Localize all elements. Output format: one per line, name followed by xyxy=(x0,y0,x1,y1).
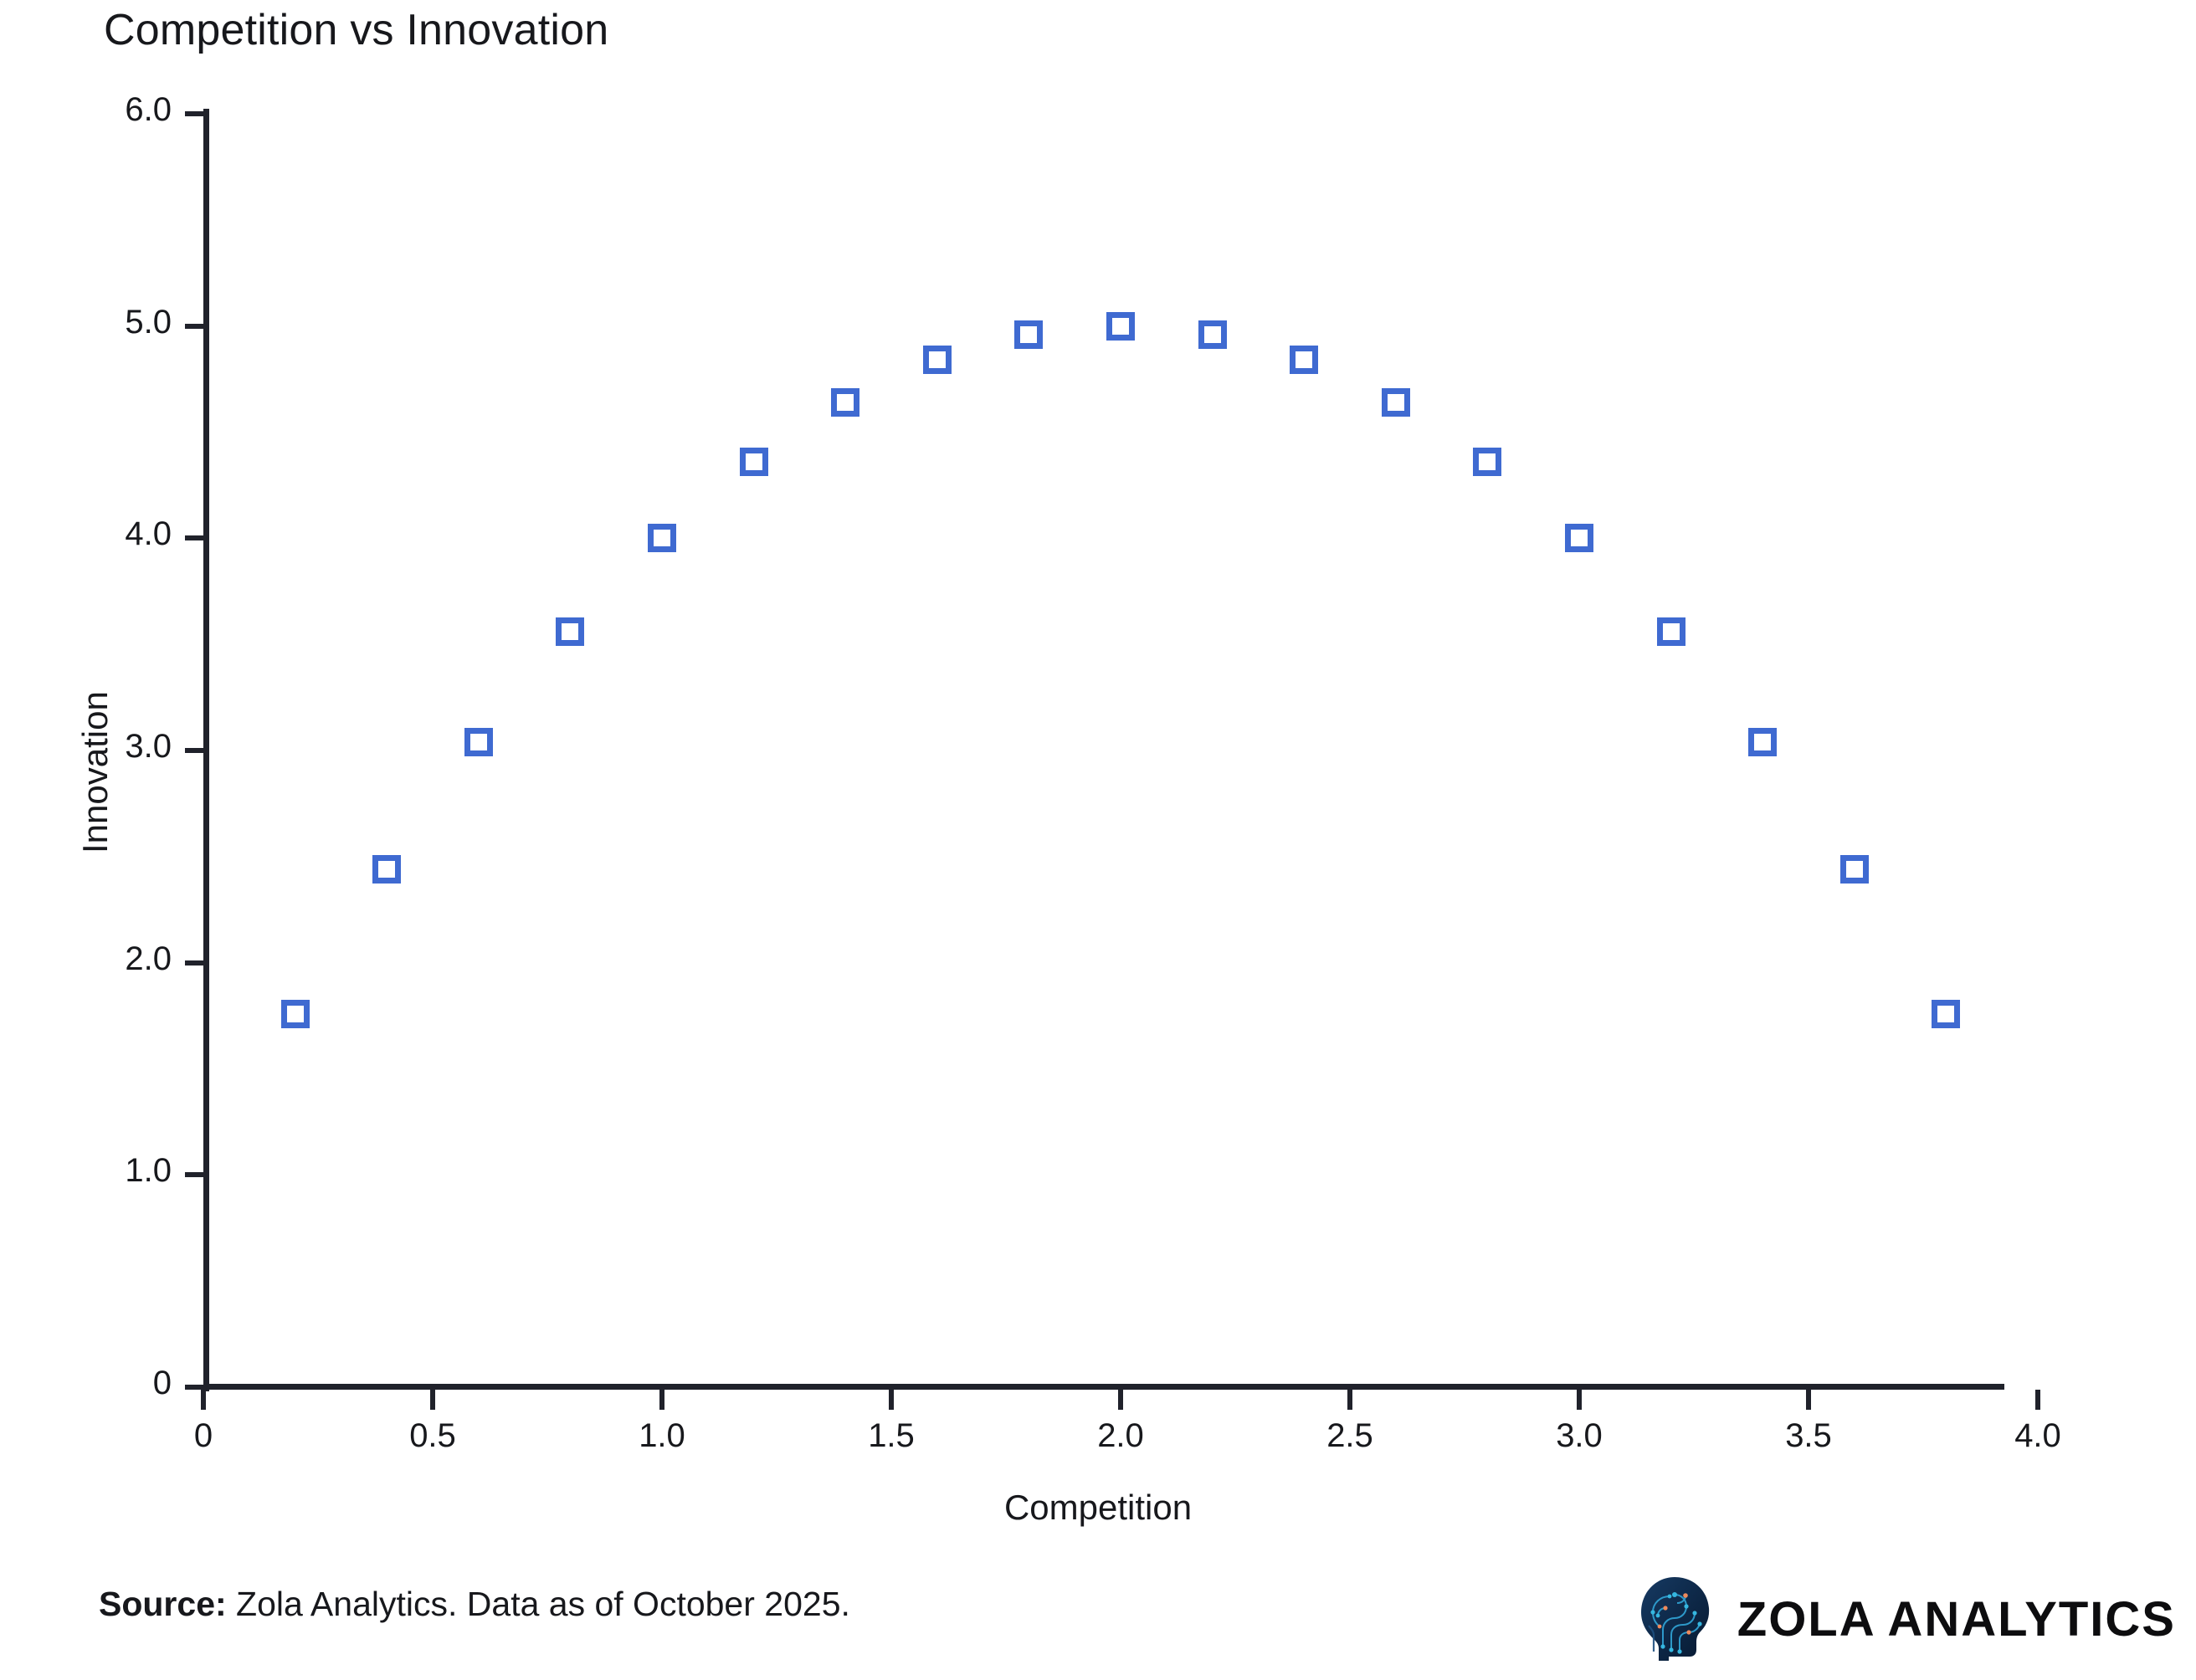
source-note: Source: Zola Analytics. Data as of Octob… xyxy=(99,1585,850,1624)
scatter-point xyxy=(464,727,493,756)
x-axis-spine xyxy=(203,1384,2004,1390)
scatter-point xyxy=(372,855,402,884)
y-axis-tick-label: 6.0 xyxy=(125,90,172,128)
scatter-point xyxy=(1014,320,1044,349)
x-axis-tick-label: 2.0 xyxy=(1097,1417,1144,1454)
y-axis-tick xyxy=(185,1172,203,1178)
y-axis-tick-label: 0 xyxy=(152,1365,172,1401)
x-axis-tick xyxy=(1806,1390,1811,1410)
y-axis-tick xyxy=(185,960,203,965)
brand-lockup: ZOLA ANALYTICS xyxy=(1635,1575,2176,1663)
x-axis-tick xyxy=(201,1390,206,1410)
x-axis-tick xyxy=(2035,1390,2040,1410)
x-axis-tick-label: 1.5 xyxy=(868,1417,915,1454)
y-axis-tick-label: 4.0 xyxy=(125,515,172,553)
x-axis-tick xyxy=(430,1390,435,1410)
source-text: Zola Analytics. Data as of October 2025. xyxy=(226,1585,850,1623)
x-axis-tick-label: 0 xyxy=(193,1417,213,1454)
scatter-point xyxy=(1290,346,1319,375)
x-axis-tick-label: 4.0 xyxy=(2014,1417,2061,1454)
x-axis-tick xyxy=(1577,1390,1582,1410)
scatter-point xyxy=(1839,855,1869,884)
scatter-point xyxy=(1198,320,1227,349)
scatter-point xyxy=(922,346,952,375)
scatter-point xyxy=(648,524,676,553)
scatter-point xyxy=(1656,617,1685,646)
brand-name: ZOLA ANALYTICS xyxy=(1737,1591,2176,1647)
x-axis-title: Competition xyxy=(1003,1488,1193,1527)
scatter-point xyxy=(1565,524,1593,553)
x-axis-tick xyxy=(1118,1390,1123,1410)
y-axis-tick-label: 1.0 xyxy=(125,1152,172,1190)
scatter-point xyxy=(831,387,860,417)
chart-footer: Source: Zola Analytics. Data as of Octob… xyxy=(0,1558,2196,1680)
x-axis-tick xyxy=(889,1390,894,1410)
x-axis-tick xyxy=(659,1390,664,1410)
y-axis-tick xyxy=(185,747,203,753)
scatter-point xyxy=(1932,999,1961,1028)
x-axis-tick-label: 1.0 xyxy=(639,1417,685,1454)
y-axis-title: Innovation xyxy=(75,691,115,853)
scatter-point xyxy=(1381,387,1410,417)
y-axis-tick xyxy=(185,323,203,329)
scatter-point xyxy=(280,999,310,1028)
head-circuit-icon xyxy=(1635,1575,1716,1663)
scatter-point xyxy=(1748,727,1778,756)
x-axis-tick-label: 2.5 xyxy=(1326,1417,1373,1454)
y-axis-tick xyxy=(185,1385,203,1390)
scatter-point xyxy=(739,447,768,476)
scatter-point xyxy=(1106,311,1135,341)
y-axis-tick xyxy=(185,110,203,116)
x-axis-tick-label: 3.5 xyxy=(1785,1417,1832,1454)
x-axis-tick xyxy=(1347,1390,1352,1410)
x-axis-tick-label: 3.0 xyxy=(1556,1417,1603,1454)
x-axis-tick-label: 0.5 xyxy=(409,1417,456,1454)
source-label: Source: xyxy=(99,1585,227,1623)
y-axis-spine xyxy=(203,109,209,1391)
chart-title: Competition vs Innovation xyxy=(104,6,609,54)
scatter-point xyxy=(1473,447,1502,476)
y-axis-tick xyxy=(185,535,203,541)
y-axis-tick-label: 2.0 xyxy=(125,940,172,977)
y-axis-tick-label: 5.0 xyxy=(125,303,172,341)
scatter-point xyxy=(556,617,585,646)
y-axis-tick-label: 3.0 xyxy=(125,727,172,765)
